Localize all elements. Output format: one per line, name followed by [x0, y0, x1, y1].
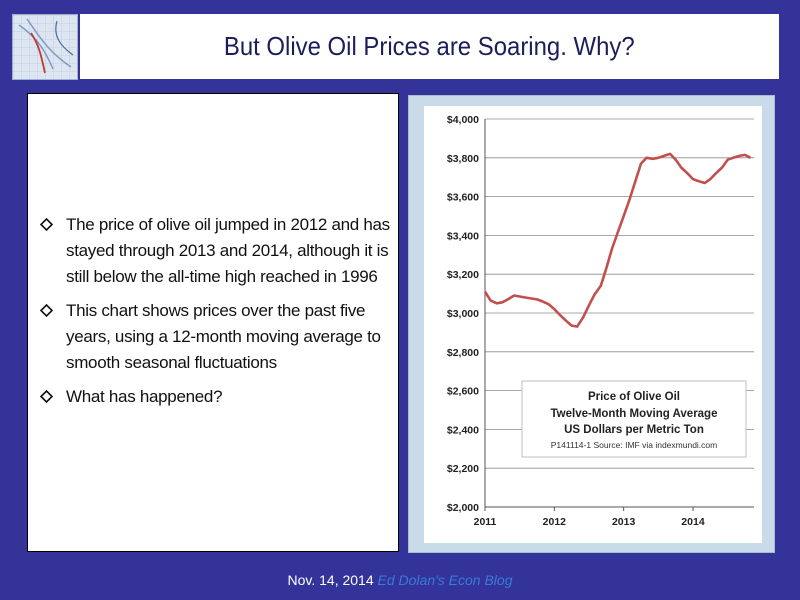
bullet-item: The price of olive oil jumped in 2012 an… [38, 212, 396, 290]
y-tick-label: $3,000 [447, 308, 479, 320]
diamond-bullet-icon [40, 304, 53, 317]
x-tick-label: 2012 [543, 516, 567, 528]
series-line [483, 152, 752, 328]
bullet-text: What has happened? [66, 387, 223, 406]
bullet-item: What has happened? [38, 384, 396, 410]
y-tick-label: $2,600 [447, 386, 479, 398]
y-tick-label: $2,400 [447, 424, 479, 436]
chart-subtitle-line-2: US Dollars per Metric Ton [564, 424, 704, 436]
logo-graphic [13, 15, 77, 79]
chart-area: $2,000 $2,200 $2,400 $2,600 $2,800 $3,000 $3,2… [424, 106, 762, 543]
diamond-bullet-icon [40, 390, 53, 403]
chart-title: Price of Olive Oil [588, 391, 680, 403]
chart-source: P141114-1 Source: IMF via indexmundi.com [551, 440, 717, 450]
y-tick-label: $2,000 [447, 502, 479, 514]
bullet-item: This chart shows prices over the past fi… [38, 298, 396, 376]
blog-logo [12, 14, 78, 80]
y-tick-labels: $2,000 $2,200 $2,400 $2,600 $2,800 $3,000 $3,2… [447, 114, 479, 514]
y-tick-label: $3,600 [447, 192, 479, 204]
footer-date: Nov. 14, 2014 [287, 572, 374, 588]
y-tick-label: $4,000 [447, 114, 479, 126]
bullet-list: The price of olive oil jumped in 2012 an… [38, 212, 396, 418]
chart-title-box [521, 380, 747, 458]
y-tick-label: $2,200 [447, 463, 479, 475]
y-tick-label: $2,800 [447, 347, 479, 359]
title-bar: But Olive Oil Prices are Soaring. Why? [80, 14, 779, 79]
y-tick-label: $3,800 [447, 153, 479, 165]
y-tick-label: $3,400 [447, 230, 479, 242]
olive-oil-price-chart: $2,000 $2,200 $2,400 $2,600 $2,800 $3,000 $3,2… [447, 114, 754, 528]
bullet-text: This chart shows prices over the past fi… [66, 301, 381, 372]
diamond-bullet-icon [40, 218, 53, 231]
chart-frame: $2,000 $2,200 $2,400 $2,600 $2,800 $3,000 $3,2… [408, 95, 775, 553]
x-tick-label: 2014 [681, 516, 705, 528]
chart-legend-box: Price of Olive Oil Twelve-Month Moving A… [521, 380, 747, 458]
y-tick-label: $3,200 [447, 269, 479, 281]
bullet-text: The price of olive oil jumped in 2012 an… [66, 215, 390, 286]
text-panel: The price of olive oil jumped in 2012 an… [27, 93, 399, 552]
chart-subtitle-line-1: Twelve-Month Moving Average [551, 408, 718, 420]
slide-title: But Olive Oil Prices are Soaring. Why? [224, 31, 635, 61]
footer-blog-link[interactable]: Ed Dolan's Econ Blog [377, 572, 513, 588]
footer: Nov. 14, 2014 Ed Dolan's Econ Blog [0, 572, 800, 588]
x-tick-label: 2011 [474, 516, 497, 528]
x-tick-label: 2013 [612, 516, 636, 528]
axes [484, 119, 754, 511]
x-tick-labels: 2011 2012 2013 2014 [474, 516, 705, 528]
